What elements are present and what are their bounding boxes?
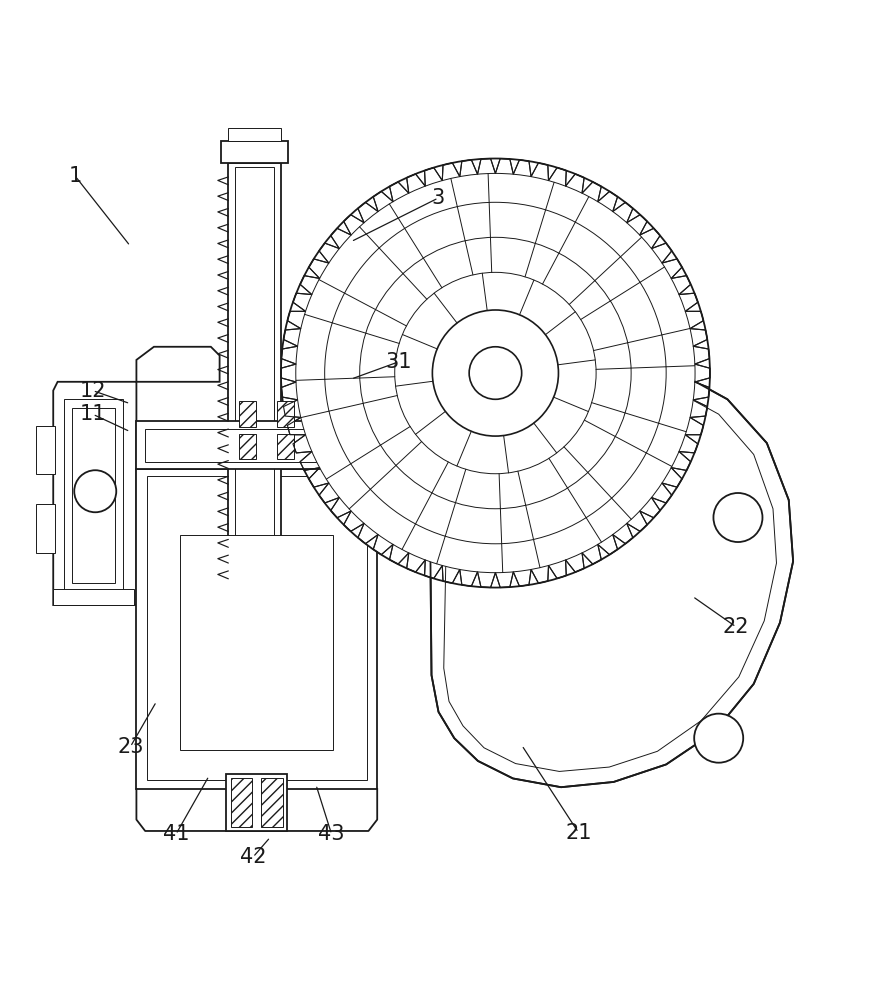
Circle shape	[75, 470, 117, 512]
Text: 3: 3	[431, 188, 446, 208]
Bar	[221, 141, 288, 163]
Circle shape	[695, 714, 743, 763]
Text: 22: 22	[723, 617, 750, 637]
Text: 12: 12	[80, 381, 106, 401]
Bar	[147, 476, 367, 780]
Bar	[228, 163, 281, 605]
Bar	[276, 434, 294, 459]
Bar	[64, 399, 124, 592]
Bar	[226, 774, 288, 831]
Bar	[228, 128, 281, 141]
Circle shape	[714, 493, 762, 542]
Text: 11: 11	[80, 404, 106, 424]
Bar	[146, 429, 368, 462]
Bar	[261, 778, 283, 827]
Bar	[180, 535, 333, 750]
Bar	[73, 408, 115, 583]
Text: 31: 31	[386, 352, 412, 372]
Circle shape	[469, 347, 522, 399]
Circle shape	[432, 310, 559, 436]
Polygon shape	[53, 382, 137, 605]
Bar	[239, 434, 256, 459]
Bar	[276, 401, 294, 427]
Text: 41: 41	[162, 824, 189, 844]
Text: 23: 23	[117, 737, 144, 757]
Text: 43: 43	[318, 824, 345, 844]
Text: 42: 42	[239, 847, 266, 867]
Polygon shape	[430, 358, 793, 787]
Circle shape	[281, 159, 710, 588]
Text: 1: 1	[68, 166, 82, 186]
Bar	[36, 426, 55, 474]
Bar	[377, 429, 478, 461]
Text: 21: 21	[566, 823, 592, 843]
Polygon shape	[324, 421, 430, 469]
Bar	[137, 469, 377, 789]
Bar	[137, 421, 377, 469]
Bar	[36, 504, 55, 553]
Bar	[235, 167, 274, 601]
Bar	[53, 589, 134, 605]
Polygon shape	[137, 347, 219, 382]
Bar	[231, 778, 253, 827]
Bar	[239, 401, 256, 427]
Circle shape	[296, 173, 695, 573]
